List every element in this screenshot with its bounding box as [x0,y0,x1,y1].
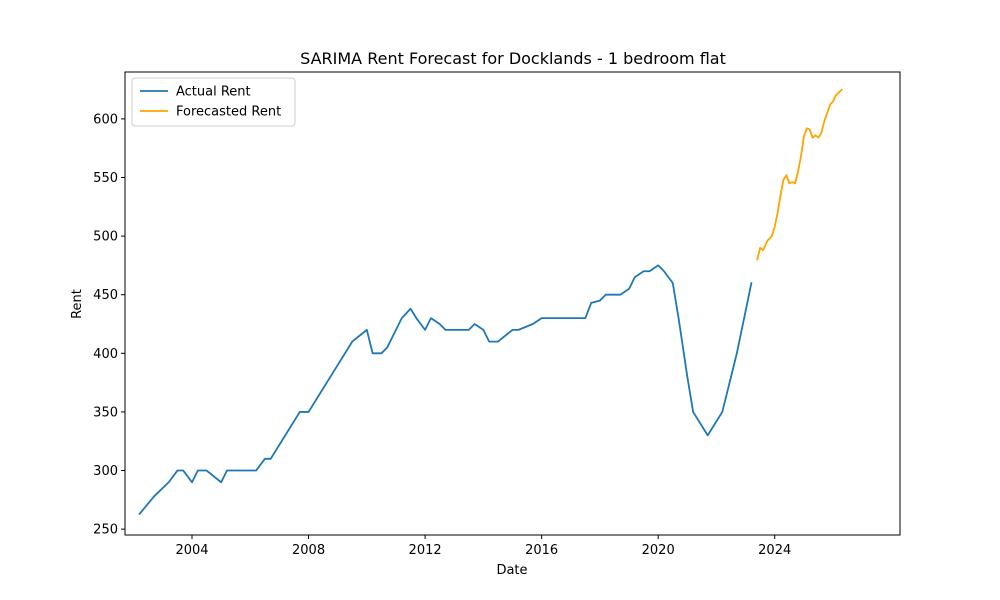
chart-title: SARIMA Rent Forecast for Docklands - 1 b… [300,49,726,68]
x-tick-label: 2024 [758,543,791,558]
x-axis: 2004 2008 2012 2016 2020 2024 [175,535,791,558]
y-tick-label: 250 [93,523,118,538]
y-tick-label: 500 [93,230,118,245]
y-tick-label: 350 [93,405,118,420]
y-tick-label: 400 [93,347,118,362]
legend-label: Forecasted Rent [176,105,281,120]
legend-box [131,77,296,127]
x-tick-label: 2016 [525,543,558,558]
x-axis-label: Date [496,563,527,578]
y-tick-label: 600 [93,112,118,127]
series-line-actual-rent [138,264,753,515]
y-axis: 250 300 350 400 450 500 550 600 [93,112,125,538]
legend-label: Actual Rent [176,85,251,100]
y-tick-label: 450 [93,288,118,303]
series-line-forecasted-rent [756,88,843,261]
x-tick-label: 2008 [292,543,325,558]
legend: Actual Rent Forecasted Rent [131,77,296,127]
y-tick-label: 550 [93,171,118,186]
y-axis-label: Rent [70,289,85,319]
plot-area-frame [124,71,901,536]
x-tick-label: 2004 [175,543,208,558]
x-tick-label: 2020 [642,543,675,558]
x-tick-label: 2012 [409,543,442,558]
y-tick-label: 300 [93,464,118,479]
